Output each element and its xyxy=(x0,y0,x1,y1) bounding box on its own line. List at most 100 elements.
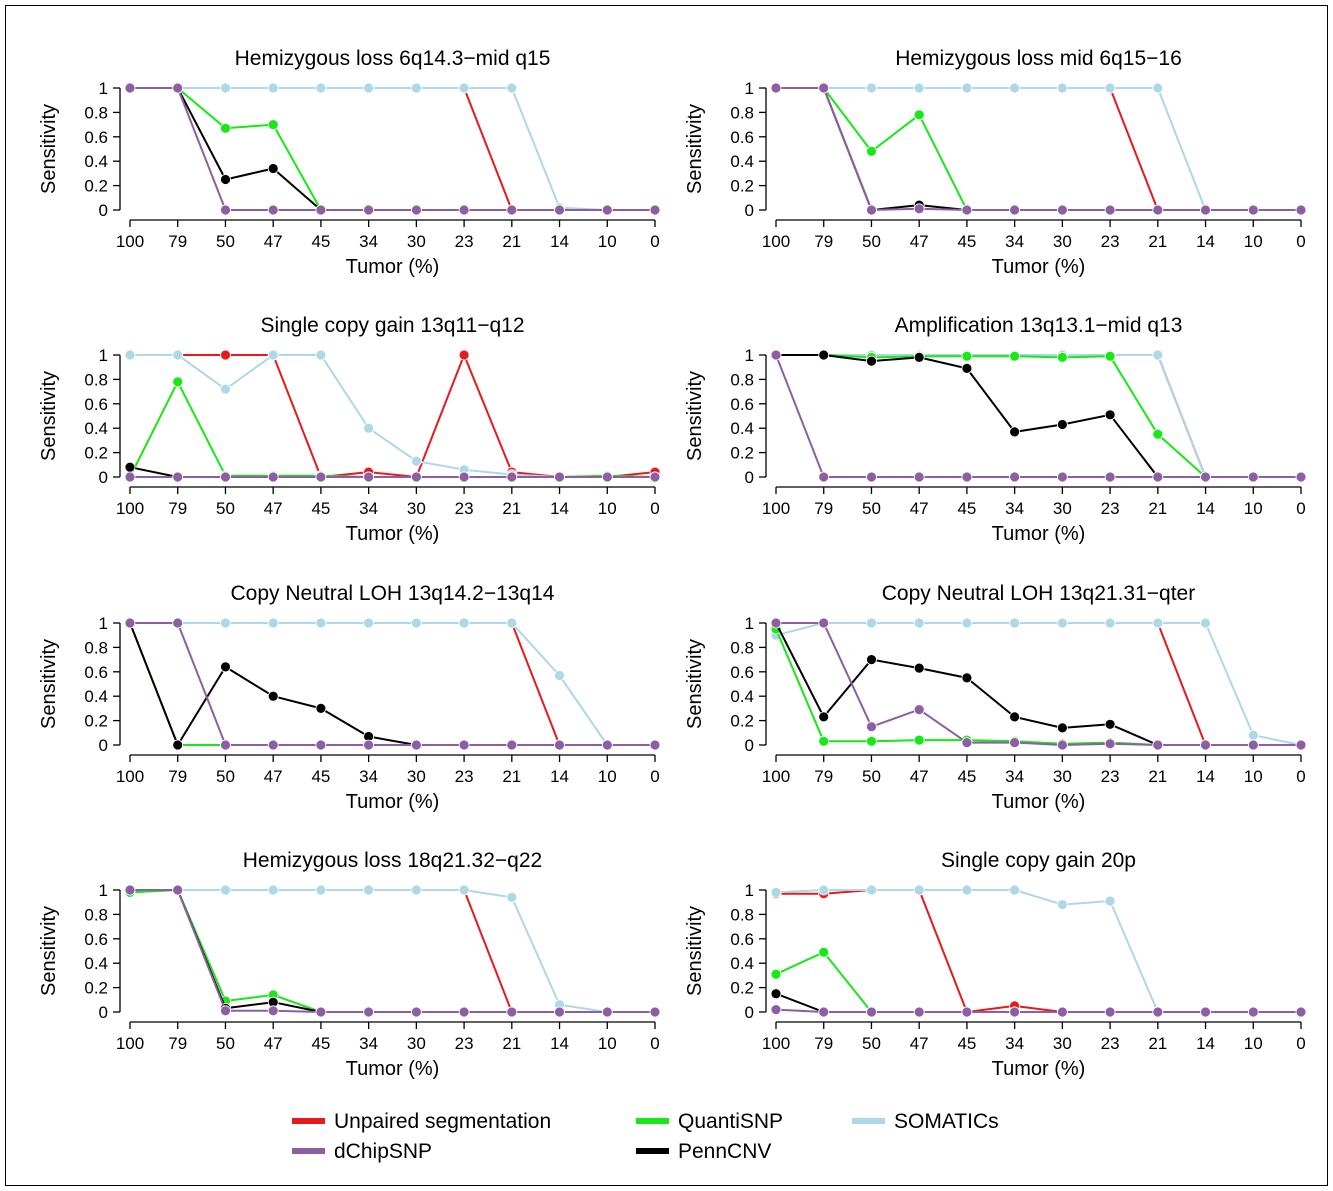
series-unpaired-segmentation xyxy=(124,617,661,751)
data-point-somatics xyxy=(1104,82,1116,94)
x-tick-label: 10 xyxy=(1244,499,1263,518)
series-somatics xyxy=(770,82,1307,216)
data-point-somatics xyxy=(124,349,136,361)
x-tick-label: 21 xyxy=(1148,499,1167,518)
series-quantisnp xyxy=(124,82,661,216)
x-tick-label: 21 xyxy=(1148,767,1167,786)
data-point-somatics xyxy=(410,617,422,629)
x-tick-label: 0 xyxy=(1296,1034,1305,1053)
y-tick-label: 0.4 xyxy=(730,419,754,438)
y-tick-label: 0.8 xyxy=(730,638,754,657)
series-dchipsnp xyxy=(124,884,661,1018)
series-penncnv xyxy=(770,349,1307,483)
y-tick-label: 0 xyxy=(745,1003,754,1022)
chart-panel-6: Copy Neutral LOH 13q21.31−qter 0 0.2 0.4 0.6… xyxy=(684,582,1307,813)
data-point-dchipsnp xyxy=(315,204,327,216)
y-tick-label: 0.2 xyxy=(84,979,108,998)
x-tick-label: 50 xyxy=(216,767,235,786)
data-point-dchipsnp xyxy=(124,471,136,483)
data-point-penncnv xyxy=(913,662,925,674)
chart-panel-2: Hemizygous loss mid 6q15−16 0 0.2 0.4 0.6 0.8… xyxy=(684,47,1307,278)
data-point-dchipsnp xyxy=(770,82,782,94)
data-point-dchipsnp xyxy=(1295,204,1307,216)
series-quantisnp xyxy=(770,82,1307,216)
x-tick-label: 79 xyxy=(814,499,833,518)
data-point-somatics xyxy=(506,617,518,629)
series-line-penncnv xyxy=(130,889,655,1013)
chart-panel-8: Single copy gain 20p 0 0.2 0.4 0.6 0.8 1 Sensit… xyxy=(684,849,1307,1080)
x-tick-label: 50 xyxy=(216,232,235,251)
y-tick-label: 0.4 xyxy=(84,152,108,171)
data-point-dchipsnp xyxy=(172,884,184,896)
data-point-dchipsnp xyxy=(410,739,422,751)
data-point-dchipsnp xyxy=(601,1006,613,1018)
data-point-dchipsnp xyxy=(1152,1006,1164,1018)
y-tick-label: 0.4 xyxy=(730,687,754,706)
data-point-dchipsnp xyxy=(913,471,925,483)
x-tick-label: 10 xyxy=(598,232,617,251)
data-point-dchipsnp xyxy=(1009,471,1020,483)
data-point-somatics xyxy=(913,617,925,629)
series-line-penncnv xyxy=(776,354,1301,478)
data-point-dchipsnp xyxy=(1104,204,1116,216)
y-tick-label: 0.6 xyxy=(730,930,754,949)
data-point-dchipsnp xyxy=(649,1006,661,1018)
data-point-somatics xyxy=(1104,895,1116,907)
x-tick-label: 21 xyxy=(502,767,521,786)
data-point-somatics xyxy=(1009,617,1020,629)
x-tick-label: 100 xyxy=(762,1034,790,1053)
y-tick-label: 1 xyxy=(745,881,754,900)
data-point-dchipsnp xyxy=(267,204,279,216)
panel-title: Hemizygous loss 6q14.3−mid q15 xyxy=(235,47,551,70)
data-point-quantisnp xyxy=(172,376,184,388)
y-tick-label: 0 xyxy=(99,736,108,755)
series-somatics xyxy=(770,349,1307,483)
data-point-penncnv xyxy=(818,711,830,723)
series-dchipsnp xyxy=(770,1004,1307,1018)
y-tick-label: 1 xyxy=(99,614,108,633)
data-point-quantisnp xyxy=(1152,428,1164,440)
series-somatics xyxy=(124,349,661,483)
data-point-somatics xyxy=(363,617,375,629)
data-point-dchipsnp xyxy=(818,82,830,94)
series-somatics xyxy=(124,82,661,216)
series-unpaired-segmentation xyxy=(770,884,1307,1018)
data-point-penncnv xyxy=(866,355,877,367)
x-axis-label: Tumor (%) xyxy=(346,256,440,278)
series-line-penncnv xyxy=(775,622,1301,746)
series-line-dchipsnp xyxy=(775,354,1301,478)
data-point-dchipsnp xyxy=(124,884,136,896)
x-tick-label: 79 xyxy=(168,499,187,518)
data-point-dchipsnp xyxy=(961,204,973,216)
y-tick-label: 0 xyxy=(745,201,754,220)
data-point-dchipsnp xyxy=(818,617,830,629)
data-point-quantisnp xyxy=(961,350,973,362)
series-line-unpaired-segmentation xyxy=(776,622,1301,746)
data-point-somatics xyxy=(866,617,877,629)
data-point-somatics xyxy=(554,670,565,681)
series-line-somatics xyxy=(776,87,1301,211)
data-point-dchipsnp xyxy=(267,471,279,483)
y-tick-label: 0.2 xyxy=(84,444,108,463)
data-point-penncnv xyxy=(1104,718,1116,730)
data-point-somatics xyxy=(267,349,279,361)
data-point-somatics xyxy=(818,884,830,896)
series-somatics xyxy=(124,617,661,751)
data-point-dchipsnp xyxy=(913,203,925,215)
data-point-dchipsnp xyxy=(458,471,470,483)
x-tick-label: 45 xyxy=(957,232,976,251)
x-tick-label: 21 xyxy=(502,232,521,251)
data-point-somatics xyxy=(458,617,470,629)
data-point-dchipsnp xyxy=(554,739,565,751)
x-tick-label: 50 xyxy=(862,1034,881,1053)
data-point-somatics xyxy=(410,82,422,94)
panel-title: Single copy gain 20p xyxy=(941,849,1136,872)
data-point-dchipsnp xyxy=(458,204,470,216)
data-point-dchipsnp xyxy=(601,204,613,216)
x-tick-label: 30 xyxy=(1053,499,1072,518)
data-point-penncnv xyxy=(315,703,327,714)
data-point-somatics xyxy=(363,82,375,94)
series-line-unpaired-segmentation xyxy=(776,354,1301,478)
data-point-dchipsnp xyxy=(1057,471,1068,483)
data-point-dchipsnp xyxy=(363,739,375,751)
